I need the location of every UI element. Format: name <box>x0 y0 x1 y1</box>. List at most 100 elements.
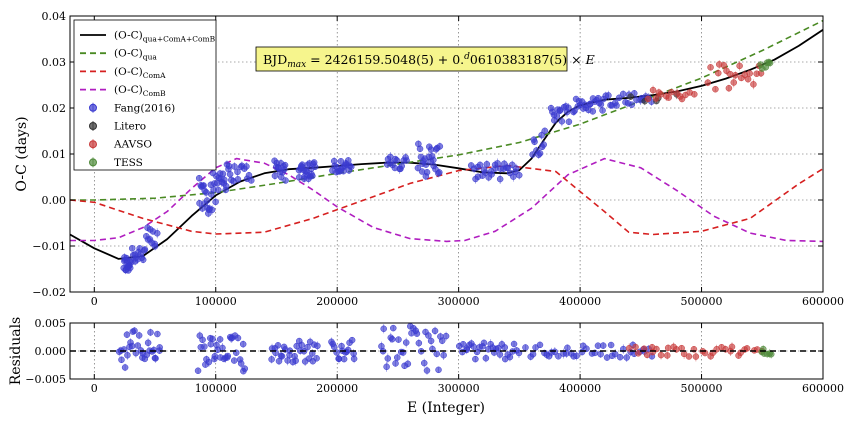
residual-point <box>522 344 529 351</box>
residual-point <box>211 352 219 360</box>
bottom-ytick-label: 0.000 <box>35 345 67 358</box>
top-xtick-label: 0 <box>91 295 98 308</box>
top-point <box>541 127 549 135</box>
residual-point <box>616 353 624 361</box>
top-point <box>139 256 147 264</box>
residual-point <box>135 332 143 339</box>
top-point <box>309 172 316 180</box>
top-xtick-label: 300000 <box>438 295 480 308</box>
residual-point <box>623 354 630 361</box>
top-point <box>720 62 728 69</box>
top-point <box>644 95 652 103</box>
residual-point <box>767 350 775 358</box>
top-point <box>628 101 636 108</box>
top-ytick-label: 0.00 <box>42 194 67 207</box>
top-point <box>483 160 491 168</box>
residual-point <box>383 363 390 371</box>
residual-point <box>472 355 479 363</box>
top-ytick-label: −0.02 <box>32 286 66 299</box>
top-point <box>766 59 774 67</box>
top-xtick-label: 100000 <box>195 295 237 308</box>
residual-point <box>607 341 615 349</box>
residual-point <box>496 351 504 358</box>
legend-marker-swatch <box>89 140 97 149</box>
top-point <box>248 177 255 184</box>
residual-point <box>201 343 208 350</box>
bottom-xtick-label: 200000 <box>316 382 358 395</box>
top-point <box>345 157 352 164</box>
residual-point <box>152 355 159 362</box>
top-point <box>605 92 612 99</box>
top-point <box>281 161 289 169</box>
top-point <box>558 118 566 125</box>
top-point <box>496 175 504 183</box>
residual-point <box>304 343 311 351</box>
top-point <box>488 171 495 178</box>
residual-point <box>423 367 431 374</box>
residual-point <box>470 343 477 350</box>
top-point <box>476 161 484 169</box>
residual-point <box>657 351 665 359</box>
residual-point <box>241 365 249 372</box>
residual-point <box>425 332 432 339</box>
top-point <box>423 169 431 176</box>
top-point <box>225 162 233 170</box>
residual-point <box>506 353 514 361</box>
x-axis-label: E (Integer) <box>407 400 485 416</box>
legend: (O-C)qua+ComA+ComB (O-C)qua (O-C)ComA (O-C)… <box>73 19 217 171</box>
bottom-axis-ticks: 0 100000 200000 300000 400000 500000 600000 0.0… <box>25 317 844 395</box>
top-axis-ticks: 0 100000 200000 300000 400000 500000 600000 0.0… <box>32 10 844 308</box>
top-point <box>226 171 234 178</box>
top-point <box>436 169 443 176</box>
residual-point <box>529 350 537 358</box>
residual-point <box>413 330 421 337</box>
top-point <box>221 176 228 184</box>
residual-point <box>230 357 238 364</box>
top-point <box>195 174 203 182</box>
residual-point <box>154 330 161 338</box>
top-point <box>208 206 216 214</box>
top-point <box>436 143 444 150</box>
top-point <box>126 264 134 272</box>
top-data-points <box>120 58 774 275</box>
residual-point <box>144 339 152 347</box>
residual-point <box>664 344 672 352</box>
top-point <box>231 163 238 170</box>
top-point <box>515 171 523 179</box>
legend-box <box>73 19 217 171</box>
residual-point <box>728 343 736 351</box>
top-point <box>540 141 547 148</box>
top-point <box>613 102 620 109</box>
top-point <box>153 230 161 237</box>
top-point <box>271 172 279 180</box>
residual-point <box>384 355 392 362</box>
top-point <box>151 243 159 250</box>
top-point <box>128 245 136 252</box>
residual-point <box>501 344 509 351</box>
top-xtick-label: 600000 <box>802 295 844 308</box>
residual-point <box>625 345 633 352</box>
legend-entry-label: (O-C)ComB <box>114 84 166 98</box>
residual-point <box>239 340 247 348</box>
top-point <box>414 164 422 172</box>
residual-point <box>194 367 202 374</box>
top-point <box>730 79 738 86</box>
ephemeris-text: BJDmax = 2426159.5048(5) + 0.d0610383187… <box>263 52 595 70</box>
legend-entry-label: TESS <box>114 157 143 169</box>
residual-point <box>438 337 446 344</box>
residual-point <box>292 357 299 364</box>
residual-point <box>442 332 450 340</box>
residual-point <box>420 359 428 367</box>
top-point <box>422 161 430 168</box>
top-point <box>393 157 400 164</box>
top-point <box>665 94 672 101</box>
top-point <box>430 156 437 164</box>
bottom-xtick-label: 500000 <box>681 382 723 395</box>
residual-point <box>348 336 356 344</box>
ephemeris-annotation: BJDmax = 2426159.5048(5) + 0.d0610383187… <box>255 46 595 72</box>
residual-point <box>459 341 467 348</box>
legend-entry-label: Fang(2016) <box>114 102 175 114</box>
bottom-xtick-label: 300000 <box>438 382 480 395</box>
residual-point <box>380 325 387 333</box>
